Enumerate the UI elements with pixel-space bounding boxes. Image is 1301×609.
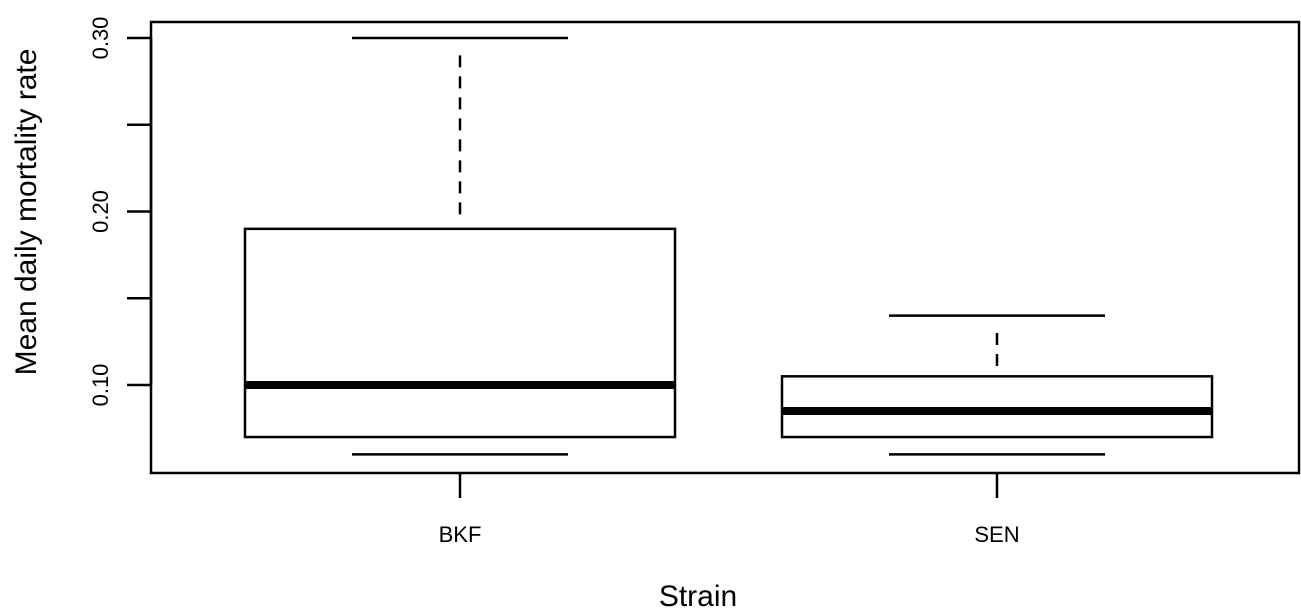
y-axis: 0.10 0.20 0.30 — [88, 17, 153, 407]
y-axis-label: Mean daily mortality rate — [10, 49, 43, 376]
y-tick-label: 0.30 — [88, 17, 113, 60]
x-axis: BKF SEN — [439, 473, 1020, 547]
box-iqr — [780, 375, 1214, 439]
x-axis-label: Strain — [659, 580, 737, 609]
box-sen — [780, 314, 1214, 456]
x-tick-label: SEN — [974, 522, 1019, 547]
box-bkf — [243, 36, 677, 456]
x-tick-label: BKF — [439, 522, 482, 547]
y-tick-label: 0.20 — [88, 190, 113, 233]
box-iqr — [243, 227, 677, 439]
boxes — [243, 36, 1214, 456]
y-tick-label: 0.10 — [88, 364, 113, 407]
